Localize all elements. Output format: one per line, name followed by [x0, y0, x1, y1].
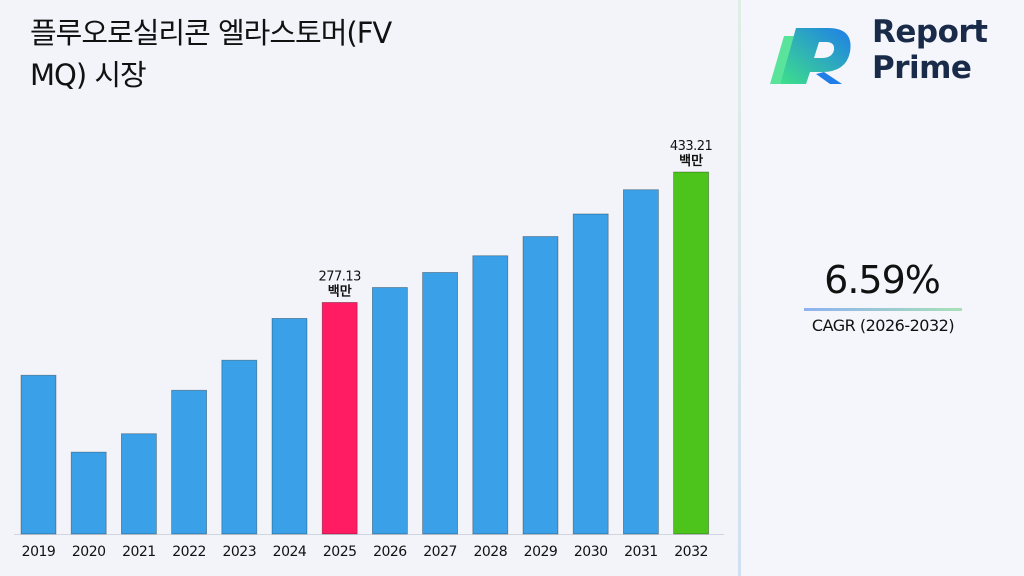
bar-2019 [20, 374, 57, 535]
report-prime-logo-icon [770, 28, 851, 84]
x-tick-label-2027: 2027 [423, 544, 457, 560]
bar-2032 [673, 171, 709, 535]
x-tick-label-2028: 2028 [473, 544, 507, 560]
x-tick-label-2024: 2024 [273, 544, 307, 560]
data-label-value-2025: 277.13 [318, 269, 361, 284]
x-tick-label-2029: 2029 [524, 544, 558, 560]
cagr-label: CAGR (2026-2032) [811, 316, 955, 335]
bar-chart: 2019 2020 2021 2022 2023 2024 2025277.13백만2026… [14, 139, 724, 560]
bar-2031 [623, 189, 659, 535]
data-label-value-2032: 433.21 [670, 139, 713, 154]
cagr-value: 6.59% [824, 258, 941, 302]
bar-2024 [271, 318, 308, 535]
bar-2030 [572, 213, 609, 535]
x-tick-label-2023: 2023 [222, 544, 256, 560]
x-tick-label-2030: 2030 [574, 544, 608, 560]
cagr-underline [804, 308, 962, 311]
x-tick-label-2020: 2020 [72, 544, 106, 560]
x-tick-label-2026: 2026 [373, 544, 407, 560]
panel-divider [738, 0, 741, 576]
logo-line-report: Report [872, 14, 988, 50]
bar-2023 [221, 359, 258, 535]
bar-2025 [321, 302, 358, 535]
data-label-unit-2032: 백만 [679, 153, 703, 169]
x-tick-label-2031: 2031 [624, 544, 658, 560]
bar-2022 [171, 389, 208, 535]
bar-2029 [522, 236, 559, 535]
bar-2021 [121, 433, 157, 535]
logo-line-prime: Prime [872, 50, 972, 86]
chart-title: 플루오로실리콘 엘라스토머(FV MQ) 시장 [30, 16, 392, 92]
bar-2020 [70, 451, 107, 535]
logo-wordmark: Report Prime [872, 14, 988, 86]
x-tick-label-2022: 2022 [172, 544, 206, 560]
x-tick-label-2021: 2021 [122, 544, 156, 560]
data-label-unit-2025: 백만 [328, 283, 352, 299]
x-tick-label-2025: 2025 [323, 544, 357, 560]
bar-2028 [472, 255, 509, 535]
bar-2026 [371, 287, 408, 535]
bar-2027 [422, 272, 459, 535]
info-panel [741, 0, 1024, 576]
x-tick-label-2019: 2019 [22, 544, 56, 560]
x-tick-label-2032: 2032 [674, 544, 708, 560]
